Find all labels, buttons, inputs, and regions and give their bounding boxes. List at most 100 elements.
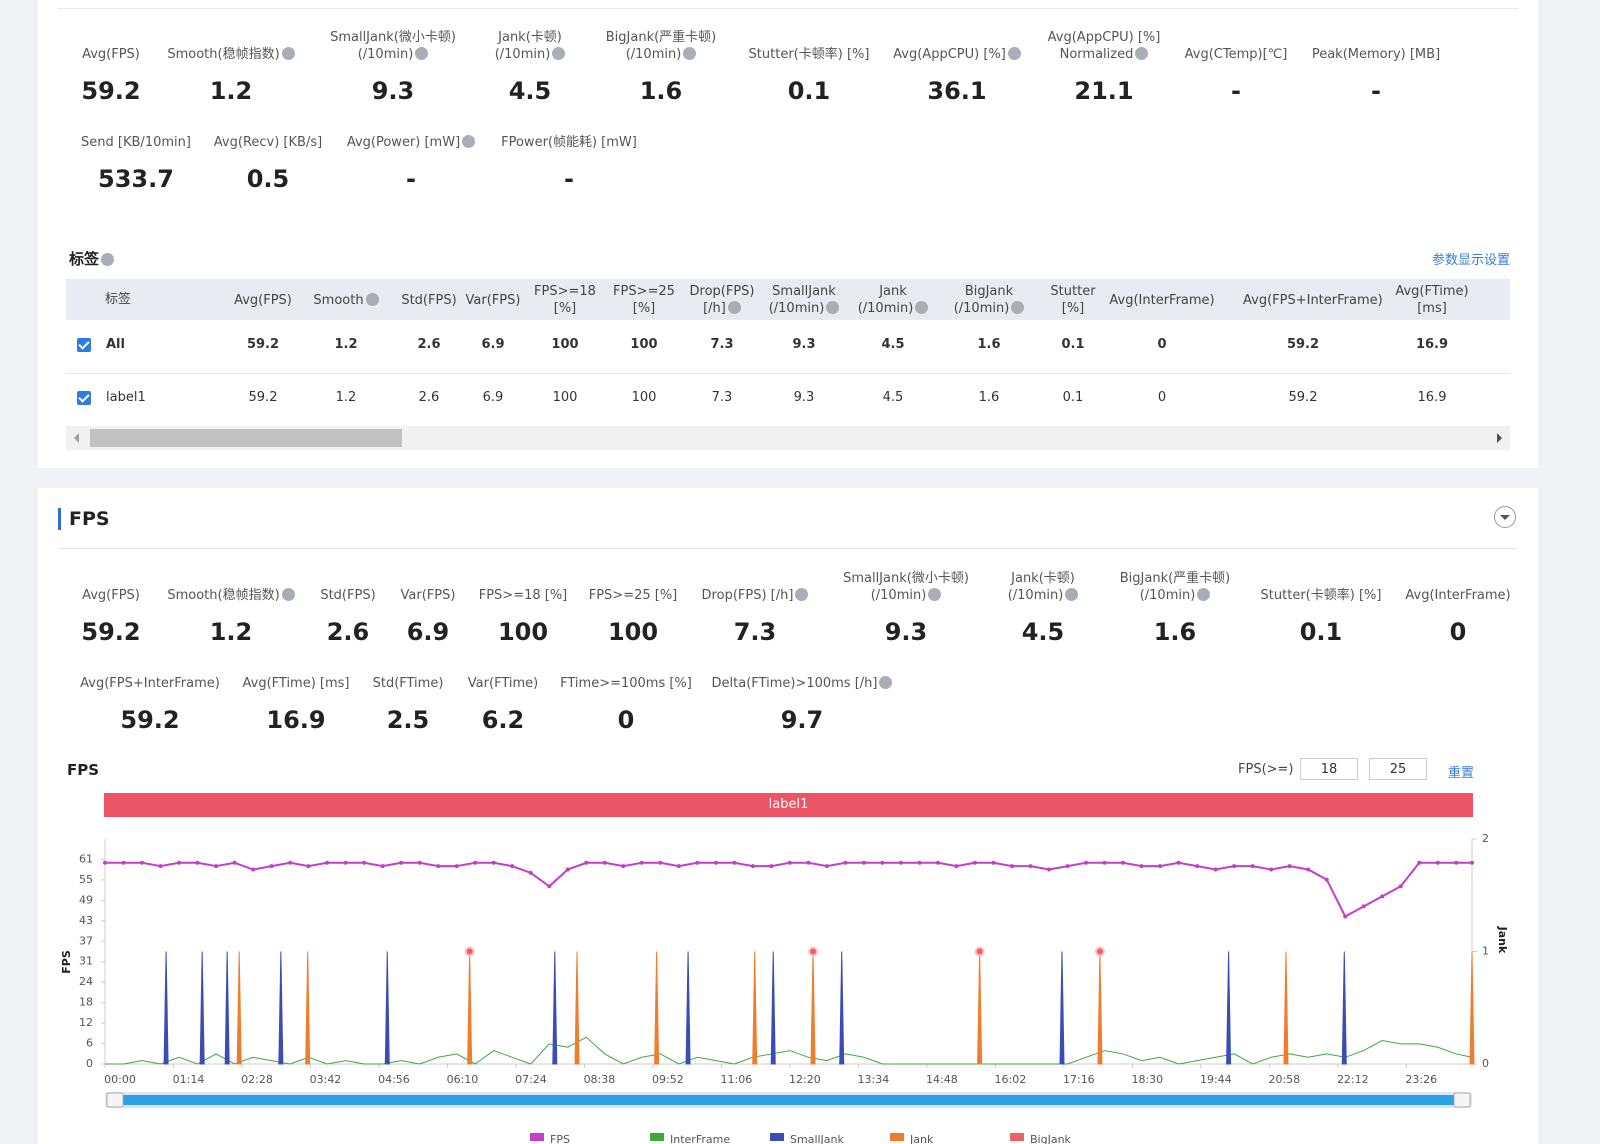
- scroll-left[interactable]: [74, 433, 79, 443]
- label-text: Stutter: [1050, 284, 1096, 299]
- header-line: [ms]: [1372, 300, 1492, 317]
- metric-value: 7.3: [733, 618, 777, 646]
- label-text: Avg(FPS+InterFrame): [1243, 292, 1383, 308]
- spike-marker: [808, 946, 819, 957]
- series-point: [473, 860, 478, 865]
- series-point: [1195, 864, 1200, 869]
- metric-label: Avg(Recv) [KB/s]: [168, 134, 368, 151]
- label-text: Smooth(稳帧指数): [167, 588, 280, 603]
- settings-link[interactable]: 参数显示设置: [1431, 253, 1510, 268]
- series-line: [105, 861, 1472, 918]
- series-point: [1158, 864, 1163, 869]
- help-icon[interactable]: [101, 253, 115, 266]
- header-line: [%]: [584, 300, 704, 317]
- help-icon[interactable]: [826, 301, 840, 314]
- help-icon[interactable]: [365, 292, 379, 306]
- metric-value: 100: [607, 618, 659, 646]
- range-handle[interactable]: [106, 1092, 124, 1108]
- label-text: [%]: [553, 301, 577, 316]
- column-header: Avg(FPS): [203, 292, 323, 309]
- scrollbar[interactable]: [66, 426, 1510, 450]
- header-line: Avg(FTime): [1372, 283, 1492, 300]
- collapse-button[interactable]: [1494, 506, 1516, 528]
- header-line: Stutter: [1013, 283, 1133, 300]
- title-bar: [58, 508, 61, 530]
- table-cell: 0: [1157, 337, 1167, 352]
- range-handle[interactable]: [1453, 1092, 1471, 1108]
- threshold-input[interactable]: 18: [1300, 758, 1358, 780]
- label-line: (/10min): [1075, 587, 1275, 604]
- metric-label: Avg(CTemp)[℃]: [1136, 46, 1336, 63]
- spike-marker: [1094, 946, 1105, 957]
- label-line: Stutter(卡顿率) [%]: [1221, 587, 1421, 604]
- label-text: Normalized: [1059, 47, 1134, 62]
- help-icon[interactable]: [281, 47, 295, 60]
- chart-title: FPS: [67, 761, 100, 779]
- help-icon[interactable]: [915, 301, 929, 314]
- x-tick-label: 14:48: [926, 1073, 958, 1086]
- spike-marker: [974, 946, 985, 957]
- help-icon[interactable]: [1197, 588, 1211, 601]
- header-line: Avg(FPS): [203, 292, 323, 309]
- help-icon[interactable]: [1011, 301, 1025, 314]
- threshold-input[interactable]: 25: [1369, 758, 1427, 780]
- section-title: FPS: [69, 508, 110, 530]
- scroll-thumb[interactable]: [90, 429, 402, 447]
- series-point: [954, 864, 959, 869]
- label-line: Avg(AppCPU) [%]: [857, 46, 1057, 63]
- column-header: SmallJank (/10min): [744, 283, 864, 317]
- label-line: FPS>=18 [%]: [423, 587, 623, 604]
- series-point: [695, 860, 700, 865]
- x-tick-label: 17:16: [1063, 1073, 1095, 1086]
- label-text: Avg(FPS): [82, 588, 140, 603]
- series-point: [491, 860, 496, 865]
- checkbox[interactable]: [77, 391, 91, 405]
- metric-value: 16.9: [266, 706, 326, 734]
- table-cell: 0.1: [1062, 390, 1084, 405]
- label-line: Smooth(稳帧指数): [131, 46, 331, 63]
- help-icon[interactable]: [281, 588, 295, 601]
- metric-label: Send [KB/10min]: [36, 134, 236, 151]
- help-icon[interactable]: [879, 676, 893, 689]
- help-icon[interactable]: [727, 301, 741, 314]
- series-point: [621, 864, 626, 869]
- series-point: [1047, 867, 1052, 872]
- reset-link[interactable]: 重置: [1448, 766, 1475, 781]
- series-point: [1361, 904, 1366, 909]
- label-text: FPS>=25: [613, 284, 675, 299]
- help-icon[interactable]: [1135, 47, 1149, 60]
- series-point: [1121, 860, 1126, 865]
- legend-swatch: [890, 1133, 904, 1141]
- series-point: [917, 860, 922, 865]
- header-line: Avg(InterFrame): [1102, 292, 1222, 309]
- scroll-right[interactable]: [1497, 433, 1502, 443]
- help-icon[interactable]: [462, 135, 476, 148]
- help-icon[interactable]: [683, 47, 697, 60]
- help-icon[interactable]: [415, 47, 429, 60]
- checkbox[interactable]: [77, 338, 91, 352]
- series-point: [380, 864, 385, 869]
- help-icon[interactable]: [552, 47, 566, 60]
- table-cell: 100: [630, 337, 658, 352]
- label-text: Std(FTime): [372, 676, 444, 691]
- help-icon[interactable]: [795, 588, 809, 601]
- help-icon[interactable]: [928, 588, 942, 601]
- label-text: 标签: [105, 292, 132, 307]
- metric-label: Std(FPS): [248, 587, 448, 604]
- label-line: Std(FTime): [308, 675, 508, 692]
- help-icon[interactable]: [1065, 588, 1079, 601]
- y-tick-label: 49: [79, 893, 93, 906]
- series-point: [861, 860, 866, 865]
- series-point: [1417, 860, 1422, 865]
- y2-axis-title: Jank: [1496, 926, 1509, 954]
- series-point: [1398, 884, 1403, 889]
- label-text: FPS>=18: [534, 284, 596, 299]
- table-cell: 9.3: [793, 390, 815, 405]
- help-icon[interactable]: [1007, 47, 1021, 60]
- metric-value: 21.1: [1074, 77, 1134, 105]
- series-point: [547, 884, 552, 889]
- row-label: All: [106, 337, 125, 352]
- label-line: (/10min): [430, 46, 630, 63]
- x-tick-label: 23:26: [1405, 1073, 1437, 1086]
